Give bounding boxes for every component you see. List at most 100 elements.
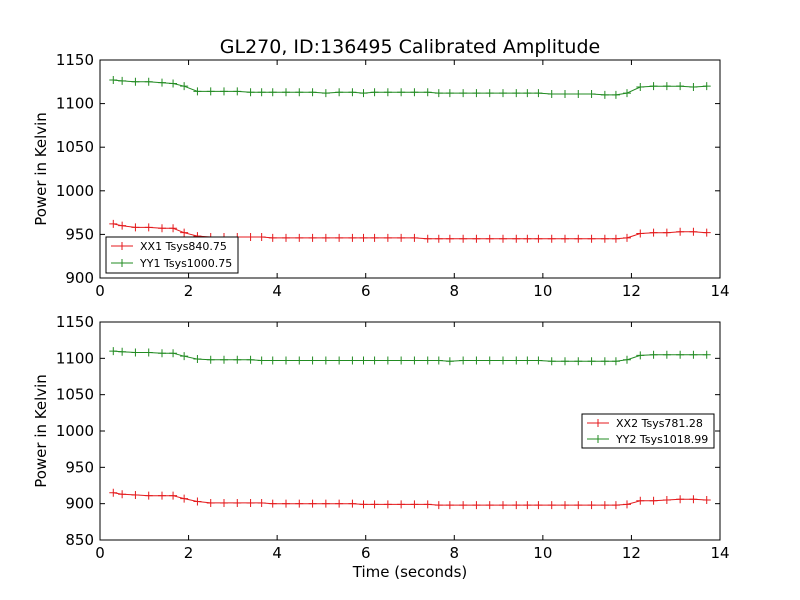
top-point-marker — [158, 224, 166, 233]
bottom-point-marker — [257, 498, 266, 507]
chart-title: GL270, ID:136495 Calibrated Amplitude — [220, 36, 600, 58]
bottom-point-marker — [499, 356, 507, 365]
top-point-marker — [321, 89, 330, 98]
top-point-marker — [118, 221, 127, 230]
bottom-point-marker — [295, 356, 304, 365]
top-point-marker — [472, 89, 481, 98]
bottom-point-marker — [600, 501, 609, 510]
bottom-point-marker — [109, 488, 118, 497]
top-point-marker — [109, 76, 118, 85]
top-point-marker — [295, 233, 304, 242]
bottom-point-marker — [206, 355, 215, 364]
bottom-point-marker — [662, 350, 671, 359]
top-y-tick-label: 900 — [65, 269, 94, 287]
bottom-point-marker — [268, 356, 277, 365]
top-point-marker — [180, 228, 189, 237]
top-point-marker — [434, 234, 443, 243]
top-x-tick-label: 4 — [272, 282, 282, 300]
top-point-marker — [169, 79, 178, 88]
top-point-marker — [359, 89, 368, 98]
bottom-point-marker — [689, 495, 698, 504]
top-point-marker — [193, 87, 202, 96]
bottom-point-marker — [246, 498, 255, 507]
bottom-point-marker — [308, 499, 317, 508]
top-point-marker — [587, 90, 596, 99]
top-point-marker — [702, 82, 711, 91]
top-point-marker — [370, 88, 379, 97]
top-y-tick-label: 1000 — [56, 182, 94, 200]
top-point-marker — [246, 88, 255, 97]
bottom-point-marker — [547, 501, 556, 510]
bottom-point-marker — [220, 498, 228, 507]
bottom-series-0 — [109, 488, 711, 510]
top-point-marker — [523, 89, 532, 98]
bottom-point-marker — [623, 500, 631, 509]
top-point-marker — [335, 233, 344, 242]
bottom-point-marker — [233, 498, 242, 507]
top-point-marker — [611, 90, 620, 99]
bottom-point-marker — [359, 356, 368, 365]
top-point-marker — [295, 88, 304, 97]
bottom-point-marker — [512, 501, 521, 510]
bottom-point-marker — [233, 355, 242, 364]
top-point-marker — [257, 233, 266, 242]
bottom-point-marker — [499, 501, 507, 510]
bottom-point-marker — [370, 500, 379, 509]
top-point-marker — [676, 82, 685, 91]
bottom-point-marker — [676, 350, 685, 359]
bottom-point-marker — [335, 356, 344, 365]
bottom-y-tick-label: 900 — [65, 495, 94, 513]
top-point-marker — [348, 88, 357, 97]
bottom-point-marker — [131, 490, 140, 499]
top-x-tick-label: 0 — [95, 282, 105, 300]
top-point-marker — [434, 89, 443, 98]
bottom-point-marker — [547, 357, 556, 366]
top-series-1 — [109, 76, 711, 99]
top-point-marker — [383, 88, 392, 97]
top-point-marker — [459, 89, 468, 98]
top-legend-label-yy1: YY1 Tsys1000.75 — [139, 257, 232, 270]
top-point-marker — [547, 234, 556, 243]
bottom-point-marker — [118, 490, 127, 499]
top-point-marker — [359, 233, 368, 242]
bottom-point-marker — [308, 356, 317, 365]
bottom-point-marker — [534, 501, 543, 510]
x-axis-label: Time (seconds) — [352, 563, 468, 581]
top-point-marker — [308, 233, 317, 242]
bottom-point-marker — [410, 356, 419, 365]
bottom-point-marker — [220, 355, 228, 364]
bottom-point-marker — [611, 501, 620, 510]
top-point-marker — [623, 233, 631, 242]
top-point-marker — [158, 78, 166, 87]
bottom-point-marker — [359, 500, 368, 509]
bottom-x-tick-label: 10 — [533, 544, 552, 562]
top-point-marker — [246, 233, 255, 242]
bottom-point-marker — [534, 356, 543, 365]
top-legend-box — [105, 236, 239, 274]
bottom-point-marker — [193, 497, 202, 506]
bottom-point-marker — [702, 496, 711, 505]
bottom-point-marker — [434, 501, 443, 510]
bottom-point-marker — [169, 491, 178, 500]
bottom-point-marker — [600, 357, 609, 366]
bottom-point-marker — [459, 356, 468, 365]
bottom-point-marker — [459, 501, 468, 510]
bottom-y-tick-label: 950 — [65, 458, 94, 476]
bottom-point-marker — [180, 494, 189, 503]
bottom-point-marker — [370, 356, 379, 365]
top-point-marker — [561, 234, 569, 243]
bottom-point-marker — [383, 356, 392, 365]
top-point-marker — [268, 233, 277, 242]
top-point-marker — [702, 228, 711, 237]
top-point-marker — [131, 77, 140, 86]
top-point-marker — [445, 89, 454, 98]
bottom-point-marker — [512, 356, 521, 365]
bottom-point-marker — [574, 357, 583, 366]
top-point-marker — [144, 77, 153, 86]
bottom-point-marker — [410, 500, 419, 509]
bottom-point-marker — [158, 349, 166, 358]
bottom-point-marker — [335, 499, 344, 508]
top-x-tick-label: 6 — [361, 282, 371, 300]
bottom-point-marker — [397, 356, 406, 365]
